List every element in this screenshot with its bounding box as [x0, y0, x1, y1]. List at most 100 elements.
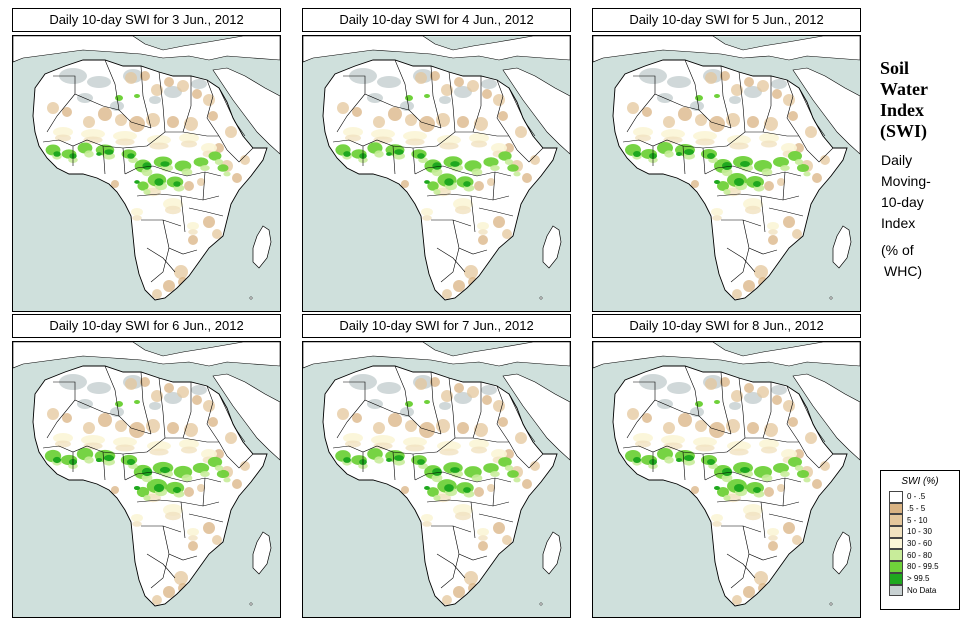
dry-patch [47, 408, 59, 420]
dry-patch [731, 84, 743, 96]
sahel-band-patch [188, 535, 198, 541]
moist-patch [504, 465, 514, 471]
country-border [188, 207, 224, 217]
dry-patch [415, 72, 427, 84]
country-border [104, 59, 152, 129]
no-data-patch [481, 385, 497, 395]
moist-patch [723, 189, 731, 195]
wet-patch [507, 164, 519, 172]
country-border [46, 93, 76, 133]
dry-patch [498, 111, 508, 121]
madagascar-landmass [542, 531, 562, 575]
legend-label: No Data [907, 585, 937, 595]
dry-patch [530, 461, 540, 471]
country-border [146, 247, 176, 273]
sahel-patch [187, 222, 199, 230]
side-title-line: Soil [880, 58, 910, 78]
dry-patch [373, 116, 385, 128]
wet-patch [797, 470, 809, 478]
dry-patch [783, 216, 795, 228]
oasis-patch [405, 95, 413, 101]
wet-patch [717, 487, 729, 497]
island-mark [829, 296, 833, 300]
saturated-patch [463, 487, 471, 493]
dry-patch [642, 107, 652, 117]
sahel-patch [147, 135, 171, 145]
dry-patch [83, 422, 95, 434]
sahel-band-patch [373, 442, 393, 450]
country-border [742, 219, 778, 255]
dry-patch [177, 386, 189, 398]
dry-patch [203, 400, 215, 412]
dry-patch [188, 541, 198, 551]
dry-patch [203, 94, 215, 106]
no-data-patch [454, 86, 472, 98]
saturated-patch [714, 486, 720, 490]
dry-patch [487, 484, 495, 492]
dry-patch [493, 216, 505, 228]
panel-title: Daily 10-day SWI for 6 Jun., 2012 [12, 314, 281, 338]
dry-patch [783, 94, 795, 106]
sahel-band-patch [181, 140, 197, 148]
country-border [412, 147, 416, 175]
country-border [798, 441, 834, 469]
country-border [730, 247, 750, 283]
moist-patch [721, 167, 733, 177]
sahel-patch [147, 441, 171, 451]
dry-patch [457, 116, 469, 128]
sahel-patch [633, 127, 653, 137]
dry-patch [214, 449, 224, 459]
saturated-patch [134, 180, 140, 184]
country-border [508, 135, 544, 163]
sahel-band-patch [729, 448, 749, 456]
dry-patch [192, 395, 202, 405]
saturated-patch [444, 484, 454, 492]
dry-patch [678, 107, 692, 121]
red-sea-coast [218, 393, 246, 443]
oasis-patch [405, 401, 413, 407]
moist-patch [471, 474, 483, 482]
moist-patch [103, 152, 115, 160]
dry-patch [125, 72, 137, 84]
wet-patch [427, 487, 439, 497]
wet-patch [773, 157, 789, 167]
dry-patch [401, 180, 409, 188]
saturated-patch [343, 151, 351, 157]
wet-patch [498, 151, 512, 161]
country-border [742, 525, 778, 561]
country-border [180, 195, 186, 233]
wet-patch [193, 157, 209, 167]
country-border [440, 247, 460, 283]
panel-title: Daily 10-day SWI for 7 Jun., 2012 [302, 314, 571, 338]
sahel-band-patch [188, 229, 198, 235]
dry-patch [212, 229, 222, 239]
africa-swi-map [302, 35, 571, 312]
dry-patch [487, 178, 495, 186]
country-border [448, 377, 456, 439]
dry-patch [453, 586, 465, 598]
dry-patch [405, 420, 417, 432]
saturated-patch [753, 487, 761, 493]
saturated-patch [154, 178, 164, 186]
dry-patch [493, 522, 505, 534]
moist-patch [803, 477, 811, 483]
saturated-patch [142, 162, 152, 170]
sahel-patch [81, 435, 105, 445]
oasis-patch [695, 95, 703, 101]
sahel-band-patch [165, 511, 181, 521]
europe-landmass [13, 342, 280, 369]
arabia-landmass [792, 373, 860, 461]
sahel-band-patch [422, 521, 432, 527]
no-data-patch [377, 382, 401, 394]
saturated-patch [141, 467, 153, 477]
swi-field [335, 68, 540, 299]
country-border [472, 382, 482, 439]
sahel-patch [727, 441, 751, 451]
sahel-band-patch [745, 511, 761, 521]
country-border [102, 451, 106, 481]
country-border [336, 93, 366, 133]
sahel-patch [421, 208, 433, 216]
country-border [508, 441, 544, 469]
europe-landmass [593, 342, 860, 369]
legend-item: > 99.5 [881, 572, 959, 585]
